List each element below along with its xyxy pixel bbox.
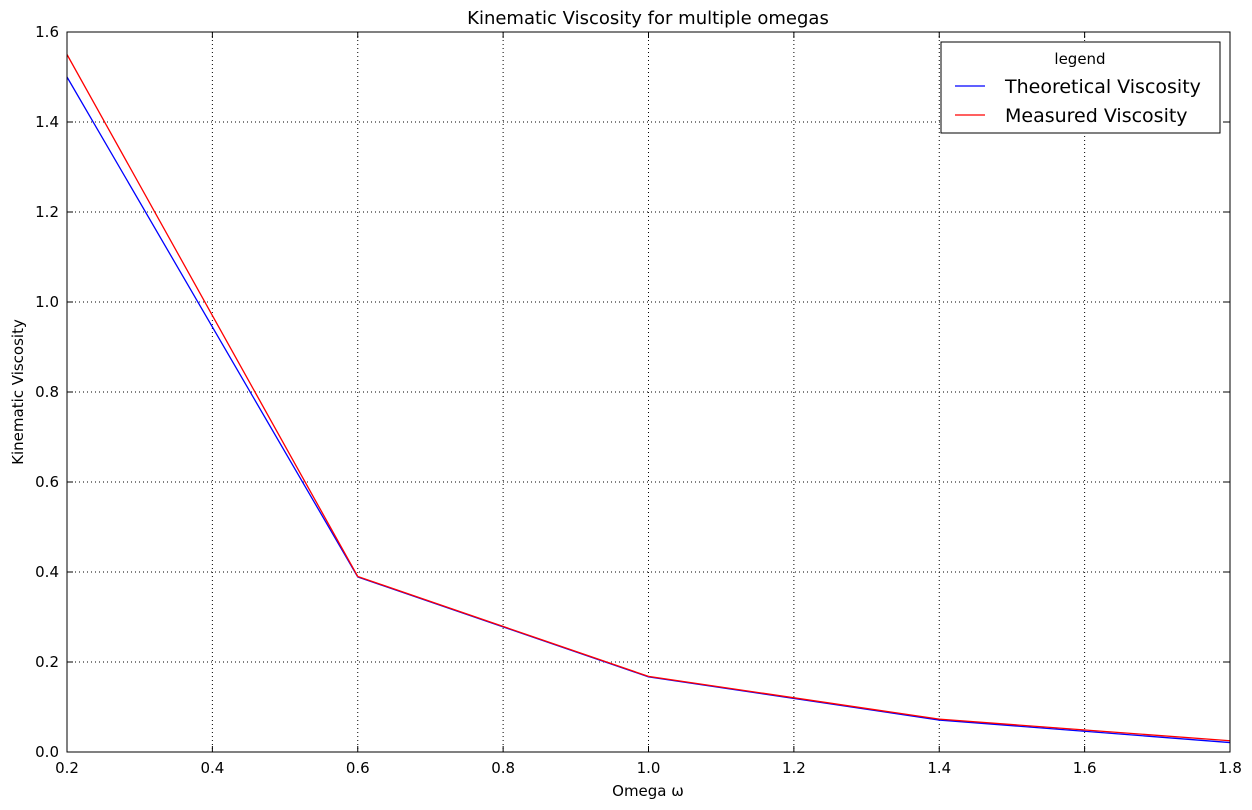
x-tick-label: 0.6 (346, 759, 370, 777)
legend-title: legend (1054, 50, 1105, 68)
y-tick-label: 0.4 (35, 563, 59, 581)
y-tick-label: 0.8 (35, 383, 59, 401)
chart-title: Kinematic Viscosity for multiple omegas (467, 8, 829, 29)
y-tick-label: 0.0 (35, 743, 59, 761)
x-tick-label: 0.2 (55, 759, 79, 777)
y-tick-label: 0.6 (35, 473, 59, 491)
y-tick-label: 0.2 (35, 653, 59, 671)
x-tick-label: 0.4 (200, 759, 224, 777)
y-tick-label: 1.2 (35, 203, 59, 221)
legend: legend Theoretical Viscosity Measured Vis… (940, 41, 1221, 134)
legend-label-2: Measured Viscosity (1005, 105, 1188, 127)
x-tick-label: 1.4 (927, 759, 951, 777)
tick-layer: 0.2 0.4 0.6 0.8 1.0 1.2 1.4 1.6 1.80.00.20.40.60… (35, 23, 1242, 777)
series-line-2 (66, 54, 1231, 742)
x-tick-label: 1.6 (1073, 759, 1097, 777)
grid-layer (66, 31, 1231, 753)
x-tick-label: 0.8 (491, 759, 515, 777)
series-layer (66, 54, 1231, 744)
y-axis-title: Kinematic Viscosity (9, 319, 27, 465)
legend-box (940, 41, 1221, 134)
y-tick-label: 1.4 (35, 113, 59, 131)
legend-entries: Theoretical Viscosity Measured Viscosity (955, 76, 1201, 127)
y-tick-label: 1.0 (35, 293, 59, 311)
x-tick-label: 1.2 (782, 759, 806, 777)
y-tick-label: 1.6 (35, 23, 59, 41)
x-tick-label: 1.8 (1218, 759, 1242, 777)
x-tick-label: 1.0 (637, 759, 661, 777)
legend-label-1: Theoretical Viscosity (1004, 76, 1201, 98)
x-axis-title: Omega ω (612, 782, 684, 800)
